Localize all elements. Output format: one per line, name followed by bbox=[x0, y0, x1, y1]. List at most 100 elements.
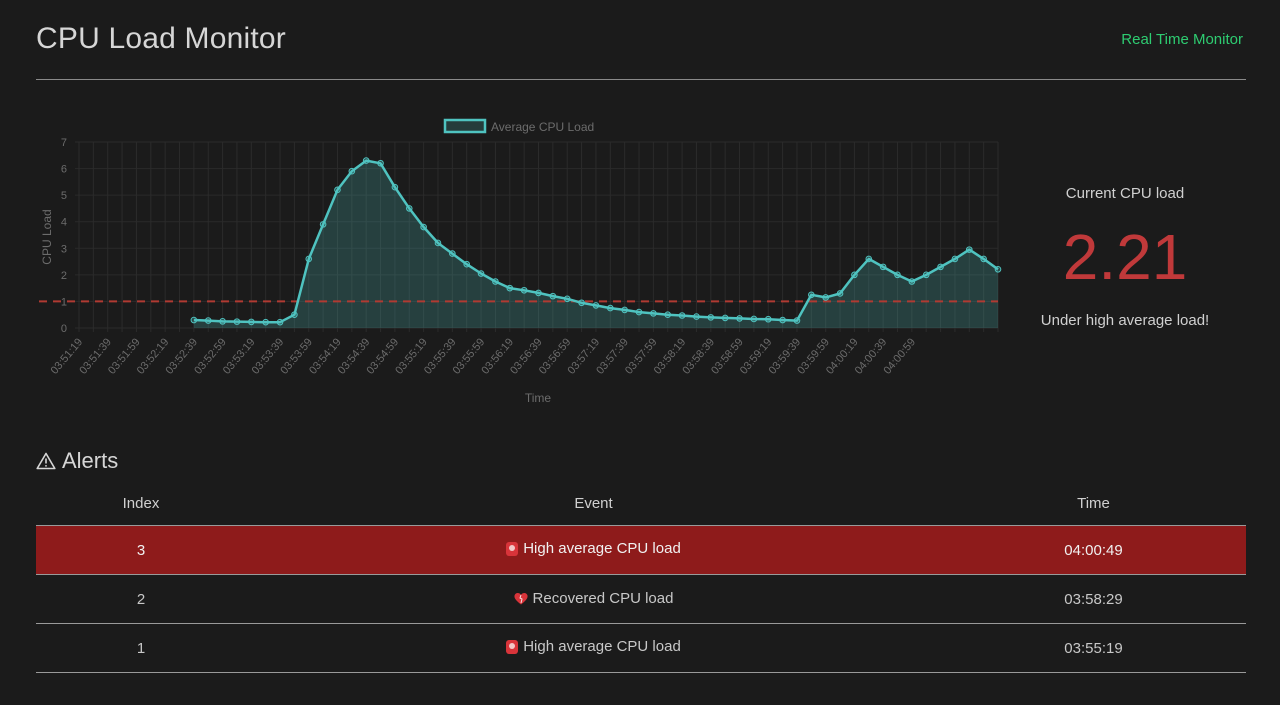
data-point bbox=[965, 246, 973, 253]
data-point bbox=[937, 263, 944, 271]
cpu-load-line bbox=[193, 159, 999, 324]
data-point bbox=[779, 316, 786, 324]
y-tick-label: 6 bbox=[61, 164, 67, 176]
data-point bbox=[477, 270, 485, 277]
header-divider bbox=[36, 79, 1246, 80]
data-point bbox=[535, 289, 542, 297]
row-time: 03:55:19 bbox=[1064, 639, 1123, 657]
data-point bbox=[894, 271, 901, 279]
data-point bbox=[219, 318, 226, 325]
data-point bbox=[621, 306, 628, 314]
data-point bbox=[506, 284, 514, 292]
data-point bbox=[334, 186, 341, 194]
table-row[interactable]: 2 Recovered CPU load 03:58:29 bbox=[36, 575, 1246, 624]
data-point bbox=[650, 310, 657, 317]
data-point bbox=[922, 271, 930, 279]
x-axis-ticks: 03:51:1903:51:3903:51:5903:52:1903:52:39… bbox=[49, 336, 919, 377]
data-point bbox=[951, 255, 959, 263]
data-point bbox=[348, 167, 356, 175]
data-point bbox=[980, 255, 987, 263]
data-point bbox=[248, 318, 255, 326]
heart-icon bbox=[513, 592, 528, 604]
alerts-title: Alerts bbox=[62, 448, 119, 473]
data-point bbox=[764, 315, 772, 323]
y-tick-label: 3 bbox=[61, 243, 67, 255]
data-point bbox=[851, 271, 858, 279]
data-point bbox=[635, 308, 643, 316]
data-point bbox=[291, 311, 298, 319]
y-tick-label: 2 bbox=[61, 270, 67, 282]
alerts-table: Index Event Time 3 High average CPU load… bbox=[36, 482, 1246, 673]
legend-swatch bbox=[443, 118, 487, 134]
data-point bbox=[664, 311, 672, 319]
data-point bbox=[391, 183, 399, 191]
load-status-text: Under high average load! bbox=[1040, 312, 1210, 329]
data-point bbox=[362, 157, 370, 164]
data-point bbox=[793, 317, 801, 324]
column-time: Time bbox=[1077, 495, 1110, 512]
row-index: 3 bbox=[136, 541, 146, 559]
data-point bbox=[750, 315, 758, 323]
data-point bbox=[822, 294, 829, 301]
data-point bbox=[204, 317, 212, 324]
data-point bbox=[578, 299, 585, 307]
row-index: 2 bbox=[136, 590, 146, 608]
alerts-heading: Alerts bbox=[36, 448, 118, 474]
data-point bbox=[190, 316, 198, 324]
data-point bbox=[463, 260, 471, 268]
data-point bbox=[865, 255, 873, 263]
legend-label: Average CPU Load bbox=[491, 120, 594, 134]
data-point bbox=[420, 223, 427, 231]
data-point bbox=[563, 295, 571, 303]
data-point bbox=[606, 304, 614, 312]
chart-legend: Average CPU Load bbox=[443, 118, 594, 134]
data-point bbox=[707, 314, 715, 321]
cpu-load-area bbox=[193, 160, 998, 328]
column-event: Event bbox=[574, 495, 613, 512]
y-tick-label: 1 bbox=[61, 296, 67, 308]
row-time: 04:00:49 bbox=[1064, 541, 1123, 559]
column-index: Index bbox=[122, 495, 160, 512]
chart-grid bbox=[75, 141, 999, 332]
table-row[interactable]: 1 High average CPU load 03:55:19 bbox=[36, 624, 1246, 673]
row-event: High average CPU load bbox=[523, 540, 681, 558]
data-point bbox=[434, 239, 442, 247]
siren-icon bbox=[506, 639, 519, 654]
data-point bbox=[520, 286, 528, 294]
current-load-label: Current CPU load bbox=[1065, 185, 1185, 202]
row-index: 1 bbox=[136, 639, 146, 657]
y-tick-label: 7 bbox=[61, 137, 67, 149]
data-point bbox=[276, 318, 284, 326]
y-tick-label: 4 bbox=[61, 217, 67, 229]
row-event: High average CPU load bbox=[523, 638, 681, 656]
data-point bbox=[319, 221, 327, 228]
data-point bbox=[994, 265, 1002, 273]
current-load-panel: Current CPU load 2.21 Under high average… bbox=[1010, 185, 1240, 329]
data-point bbox=[305, 255, 313, 263]
siren-icon bbox=[506, 541, 519, 556]
data-point bbox=[678, 312, 686, 319]
row-time: 03:58:29 bbox=[1064, 590, 1123, 608]
cpu-load-points bbox=[190, 157, 1002, 326]
table-header: Index Event Time bbox=[36, 482, 1246, 526]
data-point bbox=[721, 314, 729, 322]
real-time-monitor-link[interactable]: Real Time Monitor bbox=[1121, 31, 1243, 48]
warning-icon bbox=[36, 452, 56, 470]
data-point bbox=[836, 290, 844, 297]
y-tick-label: 0 bbox=[61, 323, 67, 335]
y-axis-ticks: 0 1 2 3 4 5 6 7 bbox=[61, 137, 67, 335]
data-point bbox=[808, 291, 815, 299]
data-point bbox=[592, 302, 600, 309]
data-point bbox=[262, 318, 269, 326]
data-point bbox=[377, 159, 384, 167]
data-point bbox=[233, 318, 241, 325]
row-event: Recovered CPU load bbox=[532, 589, 674, 607]
data-point bbox=[879, 263, 887, 271]
data-point bbox=[492, 278, 499, 285]
data-point bbox=[736, 315, 743, 322]
x-axis-title: Time bbox=[525, 391, 552, 405]
data-point bbox=[693, 313, 700, 320]
table-row[interactable]: 3 High average CPU load 04:00:49 bbox=[36, 526, 1246, 575]
data-point bbox=[449, 250, 456, 257]
data-point bbox=[405, 205, 413, 212]
